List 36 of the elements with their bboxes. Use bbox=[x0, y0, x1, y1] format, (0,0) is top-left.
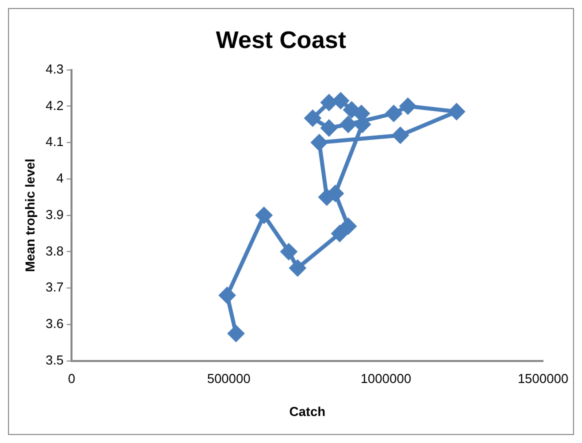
point bbox=[340, 218, 356, 234]
point bbox=[228, 326, 244, 342]
y-tick-label: 3.5 bbox=[46, 352, 64, 368]
y-tick-label: 4.3 bbox=[46, 61, 64, 76]
y-tick-label: 4 bbox=[56, 170, 64, 186]
y-axis-title: Mean trophic level bbox=[22, 158, 38, 272]
x-axis-title: Catch bbox=[289, 404, 326, 419]
point bbox=[290, 260, 306, 276]
point bbox=[304, 110, 321, 126]
x-tick-label: 1500000 bbox=[518, 371, 568, 386]
y-tick-label: 3.6 bbox=[46, 316, 64, 332]
y-tick-label: 3.7 bbox=[46, 280, 64, 295]
point bbox=[332, 92, 349, 109]
point bbox=[332, 225, 348, 242]
point bbox=[321, 94, 338, 111]
point bbox=[344, 102, 360, 118]
point bbox=[219, 287, 236, 304]
point bbox=[386, 105, 402, 122]
x-tick-label: 1000000 bbox=[360, 371, 412, 386]
y-tick-label: 3.8 bbox=[46, 243, 64, 258]
point bbox=[448, 104, 465, 120]
point bbox=[318, 189, 335, 206]
chart-title: West Coast bbox=[216, 27, 346, 54]
x-tick-label: 0 bbox=[68, 371, 76, 386]
point bbox=[311, 134, 328, 151]
point bbox=[392, 127, 408, 144]
point bbox=[256, 207, 272, 224]
point bbox=[400, 98, 416, 114]
y-tick-label: 4.1 bbox=[46, 134, 64, 150]
point bbox=[340, 116, 356, 132]
point bbox=[321, 120, 338, 136]
point bbox=[280, 244, 297, 260]
x-tick-label: 500000 bbox=[207, 371, 250, 386]
y-tick-label: 4.2 bbox=[46, 98, 64, 113]
point bbox=[353, 105, 370, 122]
y-tick-label: 3.9 bbox=[46, 206, 64, 222]
